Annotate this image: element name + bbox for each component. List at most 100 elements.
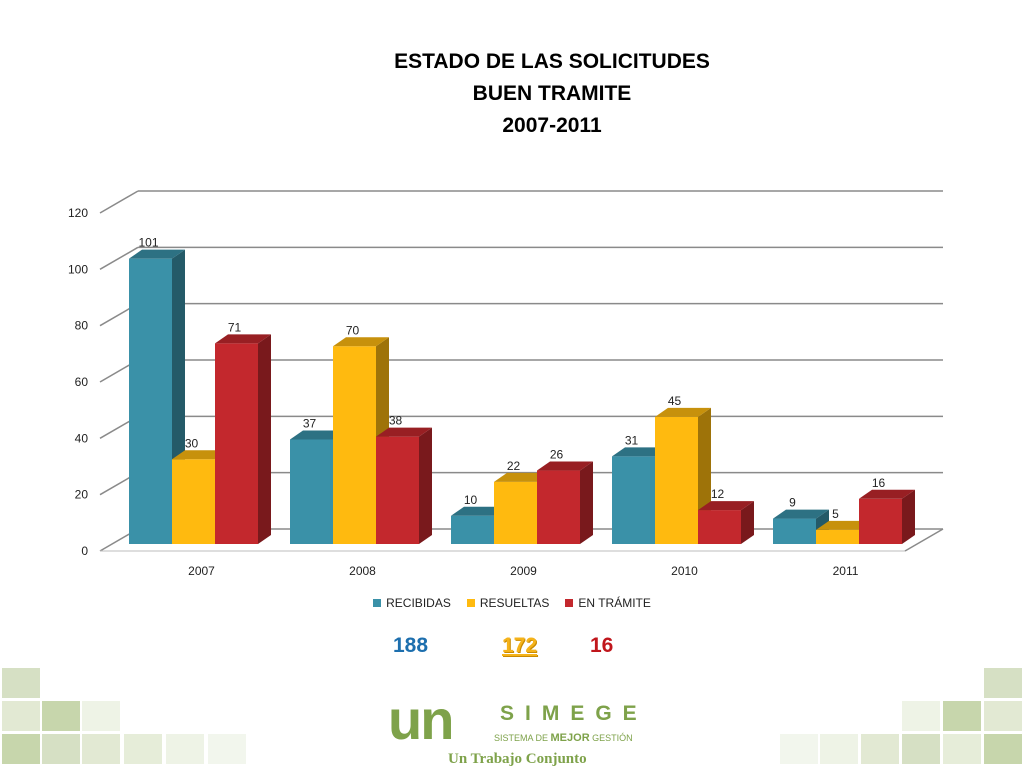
- logo-name: SIMEGE: [500, 702, 648, 725]
- bar-resueltas: [494, 481, 537, 544]
- data-label: 71: [228, 320, 242, 334]
- bar-top: [537, 461, 593, 471]
- data-label: 26: [550, 448, 564, 462]
- logo-subtitle-prefix: SISTEMA DE: [494, 733, 551, 743]
- tile: [42, 734, 80, 764]
- chart-title-line-2: BUEN TRAMITE: [472, 82, 632, 105]
- tile: [166, 734, 204, 764]
- data-label: 9: [789, 496, 796, 510]
- tile: [42, 701, 80, 731]
- bar-top: [451, 506, 507, 516]
- tile: [2, 701, 40, 731]
- y-tick-label: 0: [81, 544, 88, 558]
- y-tick-label: 80: [75, 319, 89, 333]
- bar-top: [129, 249, 185, 259]
- data-label: 37: [303, 416, 317, 430]
- y-tick-label: 60: [75, 375, 89, 389]
- bar-top: [612, 447, 668, 457]
- data-label: 30: [185, 436, 199, 450]
- bar-top: [655, 407, 711, 417]
- legend-label-resueltas: RESUELTAS: [479, 596, 550, 610]
- legend-swatch-resueltas: [466, 599, 475, 607]
- chart-title-line-1: ESTADO DE LAS SOLICITUDES: [394, 50, 710, 73]
- total-recibidas: 188: [393, 634, 429, 657]
- bar-side: [258, 334, 271, 544]
- x-category-label: 2011: [833, 564, 859, 578]
- data-label: 10: [464, 493, 478, 507]
- bar-recibidas: [612, 456, 655, 544]
- bar-resueltas: [816, 529, 859, 544]
- x-category-label: 2007: [188, 564, 215, 578]
- legend-label-en-tramite: EN TRÁMITE: [578, 596, 651, 610]
- floor-right-edge: [904, 528, 944, 552]
- bar-en-trámite: [215, 343, 258, 544]
- legend-label-recibidas: RECIBIDAS: [386, 596, 451, 610]
- chart-title: ESTADO DE LAS SOLICITUDES BUEN TRAMITE 2…: [0, 46, 1024, 142]
- tile: [124, 734, 162, 764]
- y-tick-label: 20: [75, 488, 89, 502]
- bar-en-trámite: [698, 510, 741, 544]
- bar-en-trámite: [376, 436, 419, 544]
- y-tick-label: 120: [68, 206, 88, 220]
- data-label: 31: [625, 433, 639, 447]
- bar-resueltas: [655, 416, 698, 544]
- tile: [984, 668, 1022, 698]
- legend-item-recibidas: RECIBIDAS: [373, 596, 451, 610]
- bar-top: [215, 334, 271, 344]
- x-category-label: 2009: [510, 564, 537, 578]
- bar-top: [333, 337, 389, 347]
- x-category-label: 2008: [349, 564, 376, 578]
- tile: [861, 734, 899, 764]
- data-label: 16: [872, 476, 886, 490]
- gridline-diagonal: [99, 190, 139, 214]
- data-label: 38: [389, 414, 403, 428]
- legend-item-resueltas: RESUELTAS: [466, 596, 550, 610]
- totals-row: 188 172 16: [0, 634, 1024, 660]
- tile: [2, 734, 40, 764]
- bar-resueltas: [333, 346, 376, 544]
- data-label: 22: [507, 459, 521, 473]
- bar-side: [741, 501, 754, 544]
- bar-side: [419, 427, 432, 544]
- logo-mark: un: [388, 688, 454, 751]
- logo-subtitle-suffix: GESTIÓN: [589, 733, 633, 743]
- tile: [208, 734, 246, 764]
- bar-recibidas: [773, 518, 816, 544]
- tile: [82, 701, 120, 731]
- tile: [943, 701, 981, 731]
- data-label: 45: [668, 394, 682, 408]
- bar-recibidas: [290, 439, 333, 544]
- tile: [2, 668, 40, 698]
- tile: [902, 734, 940, 764]
- bar-en-trámite: [859, 498, 902, 544]
- bar-top: [172, 450, 228, 460]
- bar-en-trámite: [537, 470, 580, 544]
- bar-top: [859, 489, 915, 499]
- tile: [820, 734, 858, 764]
- simege-logo: un SIMEGE SISTEMA DE MEJOR GESTIÓN Un Tr…: [388, 692, 658, 768]
- bar-side: [902, 489, 915, 544]
- logo-tagline: Un Trabajo Conjunto: [448, 751, 587, 767]
- legend-item-en-tramite: EN TRÁMITE: [565, 596, 651, 610]
- tile: [984, 701, 1022, 731]
- tile: [82, 734, 120, 764]
- bar-top: [816, 520, 872, 530]
- x-category-label: 2010: [671, 564, 698, 578]
- y-tick-label: 40: [75, 431, 89, 445]
- data-label: 101: [138, 236, 158, 250]
- logo-subtitle-bold: MEJOR: [550, 732, 590, 744]
- bar-top: [376, 427, 432, 437]
- bar-side: [580, 461, 593, 544]
- chart-title-line-3: 2007-2011: [502, 114, 602, 137]
- gridline-diagonal: [99, 246, 139, 270]
- legend-swatch-en-tramite: [565, 599, 574, 607]
- bar-chart: 0 20 40 60 80 100 120 101 30 71 2007 37 70 38 2008 10 22…: [68, 190, 944, 578]
- tile: [780, 734, 818, 764]
- y-tick-label: 100: [68, 262, 88, 276]
- bar-top: [698, 501, 754, 511]
- tile: [902, 701, 940, 731]
- bar-top: [494, 472, 550, 482]
- total-en-tramite: 16: [590, 634, 614, 657]
- tile: [943, 734, 981, 764]
- legend-swatch-recibidas: [373, 599, 382, 607]
